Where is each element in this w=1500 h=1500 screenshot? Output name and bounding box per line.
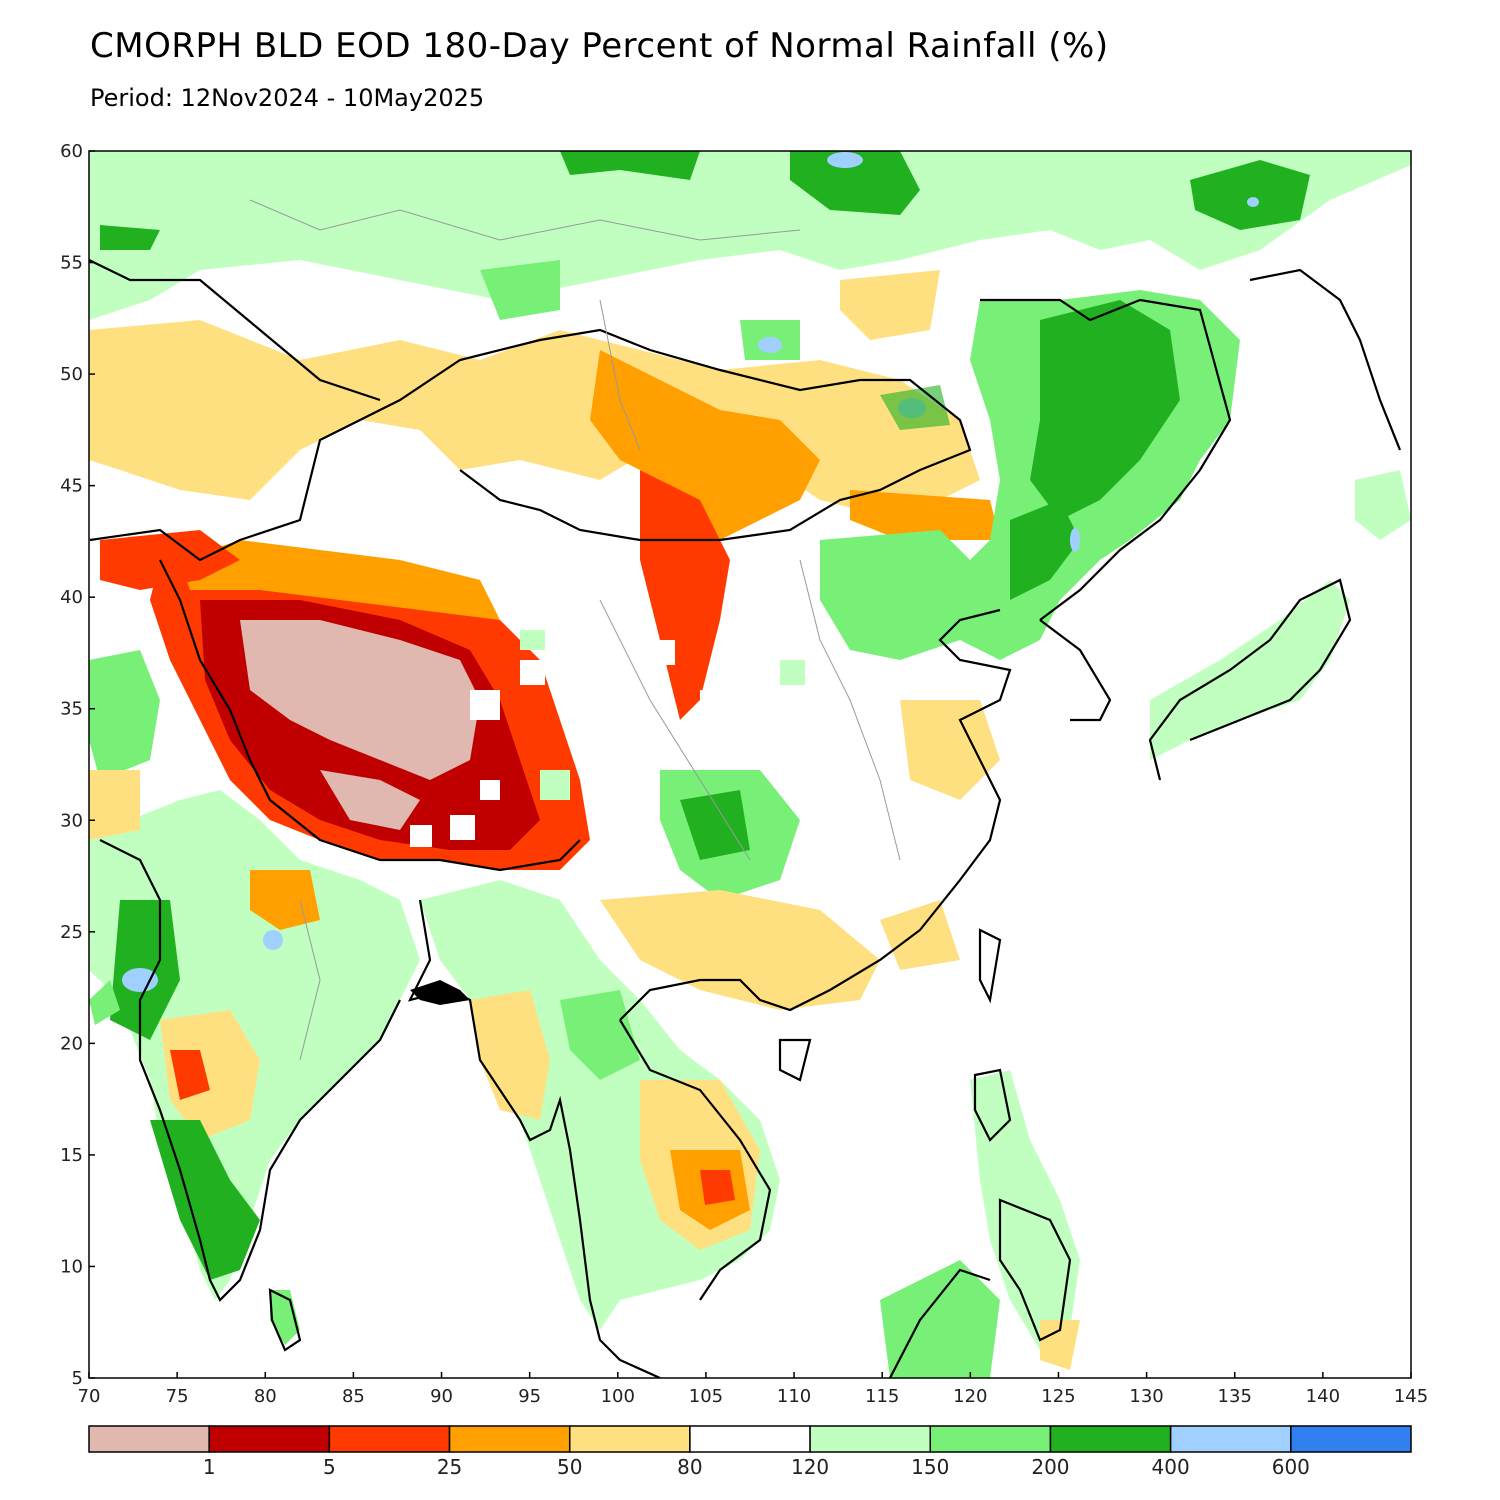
lat-tick-label: 40	[60, 587, 83, 608]
lon-axis: 70 75 80 85 90 95 100 105 110 115 120 125 130 135 140 1…	[78, 1372, 1428, 1407]
lat-tick-label: 35	[60, 699, 83, 720]
colorbar-swatch	[689, 1425, 811, 1453]
lon-tick-label: 90	[430, 1386, 453, 1407]
lon-tick-label: 95	[518, 1386, 541, 1407]
lon-tick-label: 70	[78, 1386, 101, 1407]
map-title: CMORPH BLD EOD 180-Day Percent of Normal…	[90, 26, 1109, 66]
lon-tick-label: 110	[777, 1386, 811, 1407]
colorbar: 1 5 25 50 80 120 150 200 400 600	[88, 1425, 1412, 1479]
lat-tick-label: 50	[60, 364, 83, 385]
lon-tick-label: 75	[166, 1386, 189, 1407]
lat-axis: 60 55 50 45 40 35 30 25 20 15 10 5	[60, 141, 95, 1389]
colorbar-swatch	[88, 1425, 210, 1453]
lat-tick-label: 5	[72, 1368, 83, 1389]
colorbar-swatch	[568, 1425, 691, 1453]
colorbar-label: 50	[557, 1455, 582, 1479]
lon-tick-label: 140	[1306, 1386, 1340, 1407]
colorbar-label: 600	[1272, 1455, 1310, 1479]
colorbar-swatch	[328, 1425, 451, 1453]
lon-tick-label: 100	[601, 1386, 635, 1407]
lon-tick-label: 85	[342, 1386, 365, 1407]
map-field	[89, 151, 1411, 1378]
colorbar-label: 150	[911, 1455, 949, 1479]
colorbar-label: 1	[203, 1455, 216, 1479]
map-subtitle: Period: 12Nov2024 - 10May2025	[90, 84, 485, 112]
lat-tick-label: 20	[60, 1033, 83, 1054]
colorbar-swatch	[1290, 1425, 1412, 1453]
lat-tick-label: 25	[60, 922, 83, 943]
lon-tick-label: 135	[1218, 1386, 1252, 1407]
colorbar-label: 400	[1152, 1455, 1190, 1479]
colorbar-label: 120	[791, 1455, 829, 1479]
colorbar-swatch	[448, 1425, 571, 1453]
lon-tick-label: 145	[1394, 1386, 1428, 1407]
colorbar-swatch	[1169, 1425, 1292, 1453]
lat-tick-label: 15	[60, 1145, 83, 1166]
lon-tick-label: 120	[953, 1386, 987, 1407]
colorbar-swatch	[208, 1425, 331, 1453]
plot-frame	[88, 150, 1412, 1379]
lat-tick-label: 30	[60, 810, 83, 831]
lon-tick-label: 115	[865, 1386, 899, 1407]
lat-tick-label: 60	[60, 141, 83, 162]
colorbar-label: 5	[323, 1455, 336, 1479]
lat-tick-label: 10	[60, 1256, 83, 1277]
lat-tick-label: 55	[60, 253, 83, 274]
lon-tick-label: 105	[689, 1386, 723, 1407]
colorbar-label: 25	[437, 1455, 462, 1479]
lon-tick-label: 80	[254, 1386, 277, 1407]
lon-tick-label: 130	[1129, 1386, 1163, 1407]
lat-tick-label: 45	[60, 476, 83, 497]
colorbar-swatch	[1049, 1425, 1172, 1453]
colorbar-label: 200	[1031, 1455, 1069, 1479]
colorbar-swatch	[809, 1425, 932, 1453]
colorbar-label: 80	[677, 1455, 702, 1479]
lon-tick-label: 125	[1041, 1386, 1075, 1407]
colorbar-swatch	[929, 1425, 1052, 1453]
